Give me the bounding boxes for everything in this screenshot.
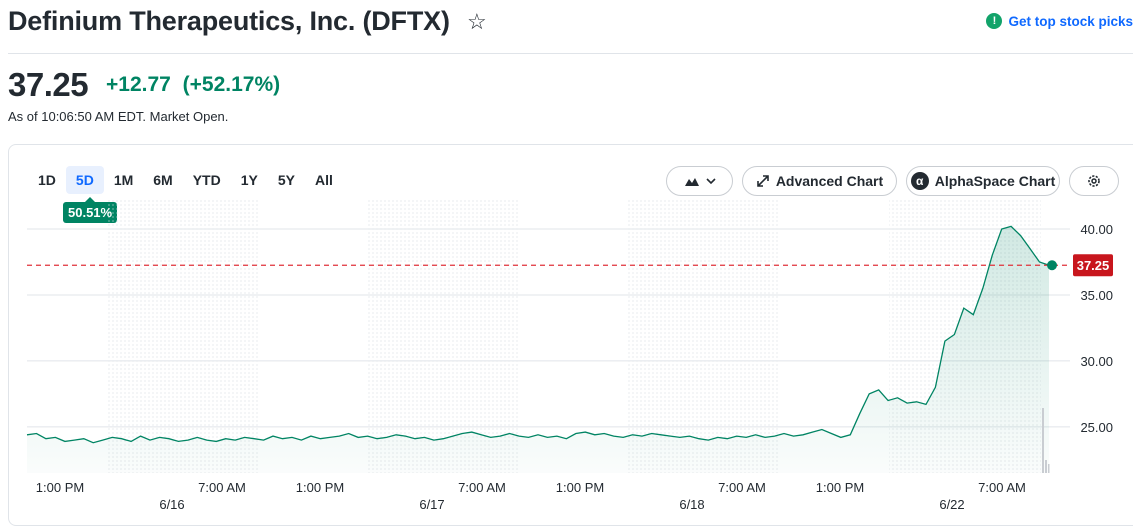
alpha-icon: α — [910, 172, 929, 190]
x-time-label: 1:00 PM — [556, 480, 604, 495]
x-time-label: 1:00 PM — [816, 480, 864, 495]
x-time-label: 1:00 PM — [296, 480, 344, 495]
tab-ytd[interactable]: YTD — [192, 172, 221, 188]
top-picks-label: Get top stock picks — [1008, 13, 1133, 29]
y-axis-labels: 40.00 35.00 30.00 25.00 — [1080, 222, 1113, 435]
alphaspace-chart-button[interactable]: α AlphaSpace Chart — [906, 166, 1060, 196]
x-date-label: 6/22 — [939, 497, 964, 512]
tab-1d[interactable]: 1D — [38, 172, 56, 188]
tab-5d[interactable]: 5D — [65, 166, 104, 194]
tab-all[interactable]: All — [314, 172, 333, 188]
advanced-chart-label: Advanced Chart — [775, 173, 884, 189]
current-price-tag: 37.25 — [1073, 254, 1113, 277]
x-time-label: 1:00 PM — [36, 480, 84, 495]
x-date-label: 6/16 — [159, 497, 184, 512]
y-tick-label: 40.00 — [1080, 222, 1113, 237]
chart-type-button[interactable] — [666, 166, 733, 196]
expand-icon — [757, 175, 769, 187]
tab-1m[interactable]: 1M — [113, 172, 134, 188]
x-date-label: 6/18 — [679, 497, 704, 512]
alphaspace-chart-label: AlphaSpace Chart — [934, 173, 1056, 189]
mountain-chart-icon — [684, 178, 699, 186]
tab-6m[interactable]: 6M — [153, 172, 173, 188]
price-change-percent: (+52.17%) — [182, 73, 281, 96]
x-axis-labels: 1:00 PM 7:00 AM 1:00 PM 7:00 AM 1:00 PM 7:00 … — [36, 480, 1026, 512]
price-line — [26, 225, 1050, 444]
range-tabs: 1D 5D 1M 6M YTD 1Y 5Y All — [28, 166, 343, 194]
y-tick-label: 30.00 — [1080, 354, 1113, 369]
x-time-label: 7:00 AM — [198, 480, 246, 495]
current-price: 37.25 — [8, 66, 89, 103]
price-area — [27, 226, 1049, 473]
chevron-down-icon — [705, 178, 716, 185]
x-time-label: 7:00 AM — [978, 480, 1026, 495]
price-change-value: +12.77 — [106, 73, 171, 96]
x-time-label: 7:00 AM — [458, 480, 506, 495]
tab-5y[interactable]: 5Y — [277, 172, 295, 188]
lightning-icon: ! — [986, 13, 1003, 29]
top-picks-link[interactable]: ! Get top stock picks — [986, 13, 1133, 29]
x-date-label: 6/17 — [419, 497, 444, 512]
advanced-chart-button[interactable]: Advanced Chart — [742, 166, 897, 196]
y-tick-label: 25.00 — [1080, 420, 1113, 435]
current-price-tag-label: 37.25 — [1077, 258, 1110, 273]
last-price-marker — [1047, 260, 1057, 271]
star-icon[interactable]: ☆ — [467, 9, 487, 34]
chart-settings-button[interactable] — [1069, 166, 1119, 196]
gear-icon — [1088, 175, 1100, 187]
header-divider — [8, 53, 1133, 54]
y-tick-label: 35.00 — [1080, 288, 1113, 303]
quote-timestamp: As of 10:06:50 AM EDT. Market Open. — [8, 109, 229, 124]
page-title: Definium Therapeutics, Inc. (DFTX) — [8, 6, 450, 36]
volume-bars — [1042, 408, 1050, 473]
x-time-label: 7:00 AM — [718, 480, 766, 495]
price-change: +12.77 (+52.17%) — [106, 73, 280, 97]
period-return-badge: 50.51% — [63, 197, 118, 223]
tab-1y[interactable]: 1Y — [240, 172, 258, 188]
